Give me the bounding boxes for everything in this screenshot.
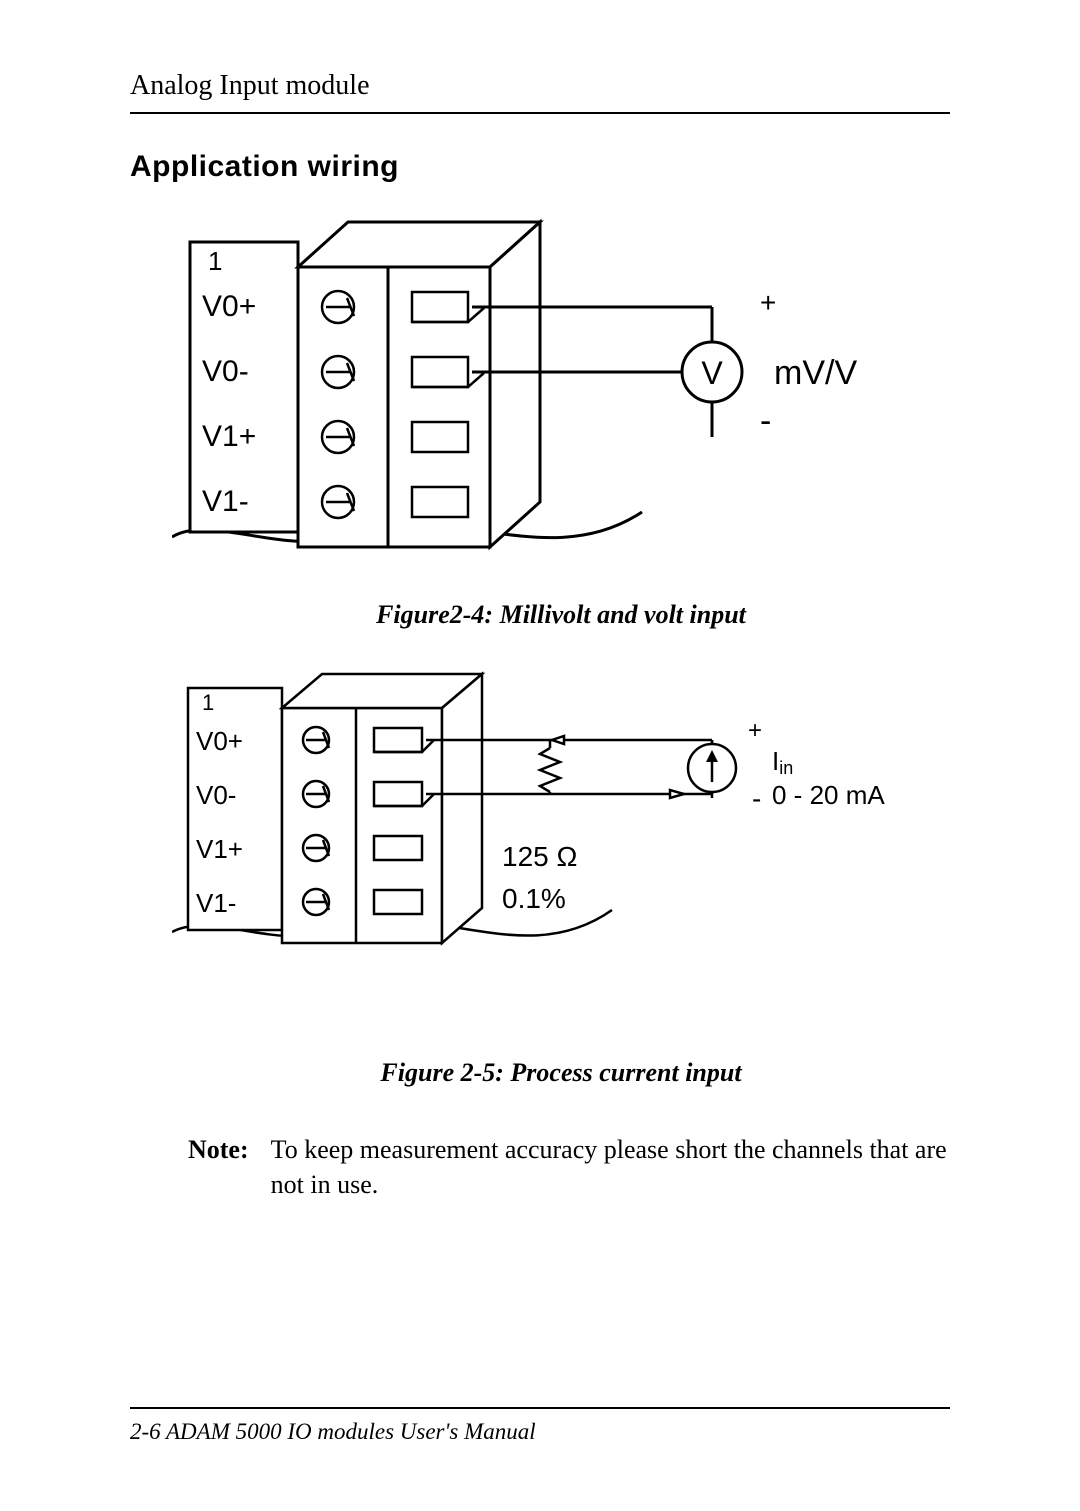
figure-1: 1 V0+ V0- V1+ V1- V + - mV/V [172,212,950,630]
figure-2-svg: 1 V0+ V0- V1+ V1- 125 Ω 0.1% + - Iin 0 -… [172,670,932,970]
page-footer: 2-6 ADAM 5000 IO modules User's Manual [130,1407,950,1445]
fig1-meter-symbol: V [701,355,723,391]
fig1-label-1: V0- [202,355,249,388]
note-block: Note: To keep measurement accuracy pleas… [188,1132,950,1202]
running-header: Analog Input module [130,70,950,102]
note-text: To keep measurement accuracy please shor… [271,1132,950,1202]
fig2-label-3: V1- [196,888,236,918]
rule-top [130,112,950,114]
fig2-res-tol: 0.1% [502,883,566,914]
fig1-channel: 1 [208,246,222,276]
fig2-channel: 1 [202,690,214,715]
fig2-range: 0 - 20 mA [772,780,885,810]
fig1-plus: + [760,287,776,318]
figure-1-caption: Figure2-4: Millivolt and volt input [172,600,950,630]
figure-1-svg: 1 V0+ V0- V1+ V1- V + - mV/V [172,212,892,582]
fig1-label-0: V0+ [202,290,256,323]
fig2-res-val: 125 Ω [502,841,577,872]
fig2-label-0: V0+ [196,726,243,756]
rule-bottom [130,1407,950,1409]
note-label: Note: [188,1132,249,1202]
fig2-label-1: V0- [196,780,236,810]
fig2-label-2: V1+ [196,834,243,864]
figure-2-caption: Figure 2-5: Process current input [172,1058,950,1088]
fig1-minus: - [760,402,771,440]
fig2-minus: - [752,783,761,814]
fig1-label-3: V1- [202,485,249,518]
fig1-unit: mV/V [774,354,857,392]
footer-text: 2-6 ADAM 5000 IO modules User's Manual [130,1419,950,1445]
section-title: Application wiring [130,150,950,184]
fig2-itag: Iin [772,746,793,778]
fig2-plus: + [748,717,762,744]
fig1-label-2: V1+ [202,420,256,453]
figure-2: 1 V0+ V0- V1+ V1- 125 Ω 0.1% + - Iin 0 -… [172,670,950,1088]
page: Analog Input module Application wiring [0,0,1080,1511]
